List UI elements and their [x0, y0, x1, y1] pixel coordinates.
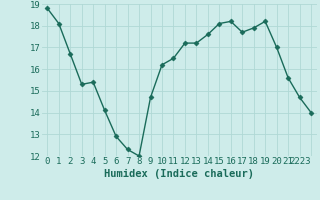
X-axis label: Humidex (Indice chaleur): Humidex (Indice chaleur) — [104, 169, 254, 179]
